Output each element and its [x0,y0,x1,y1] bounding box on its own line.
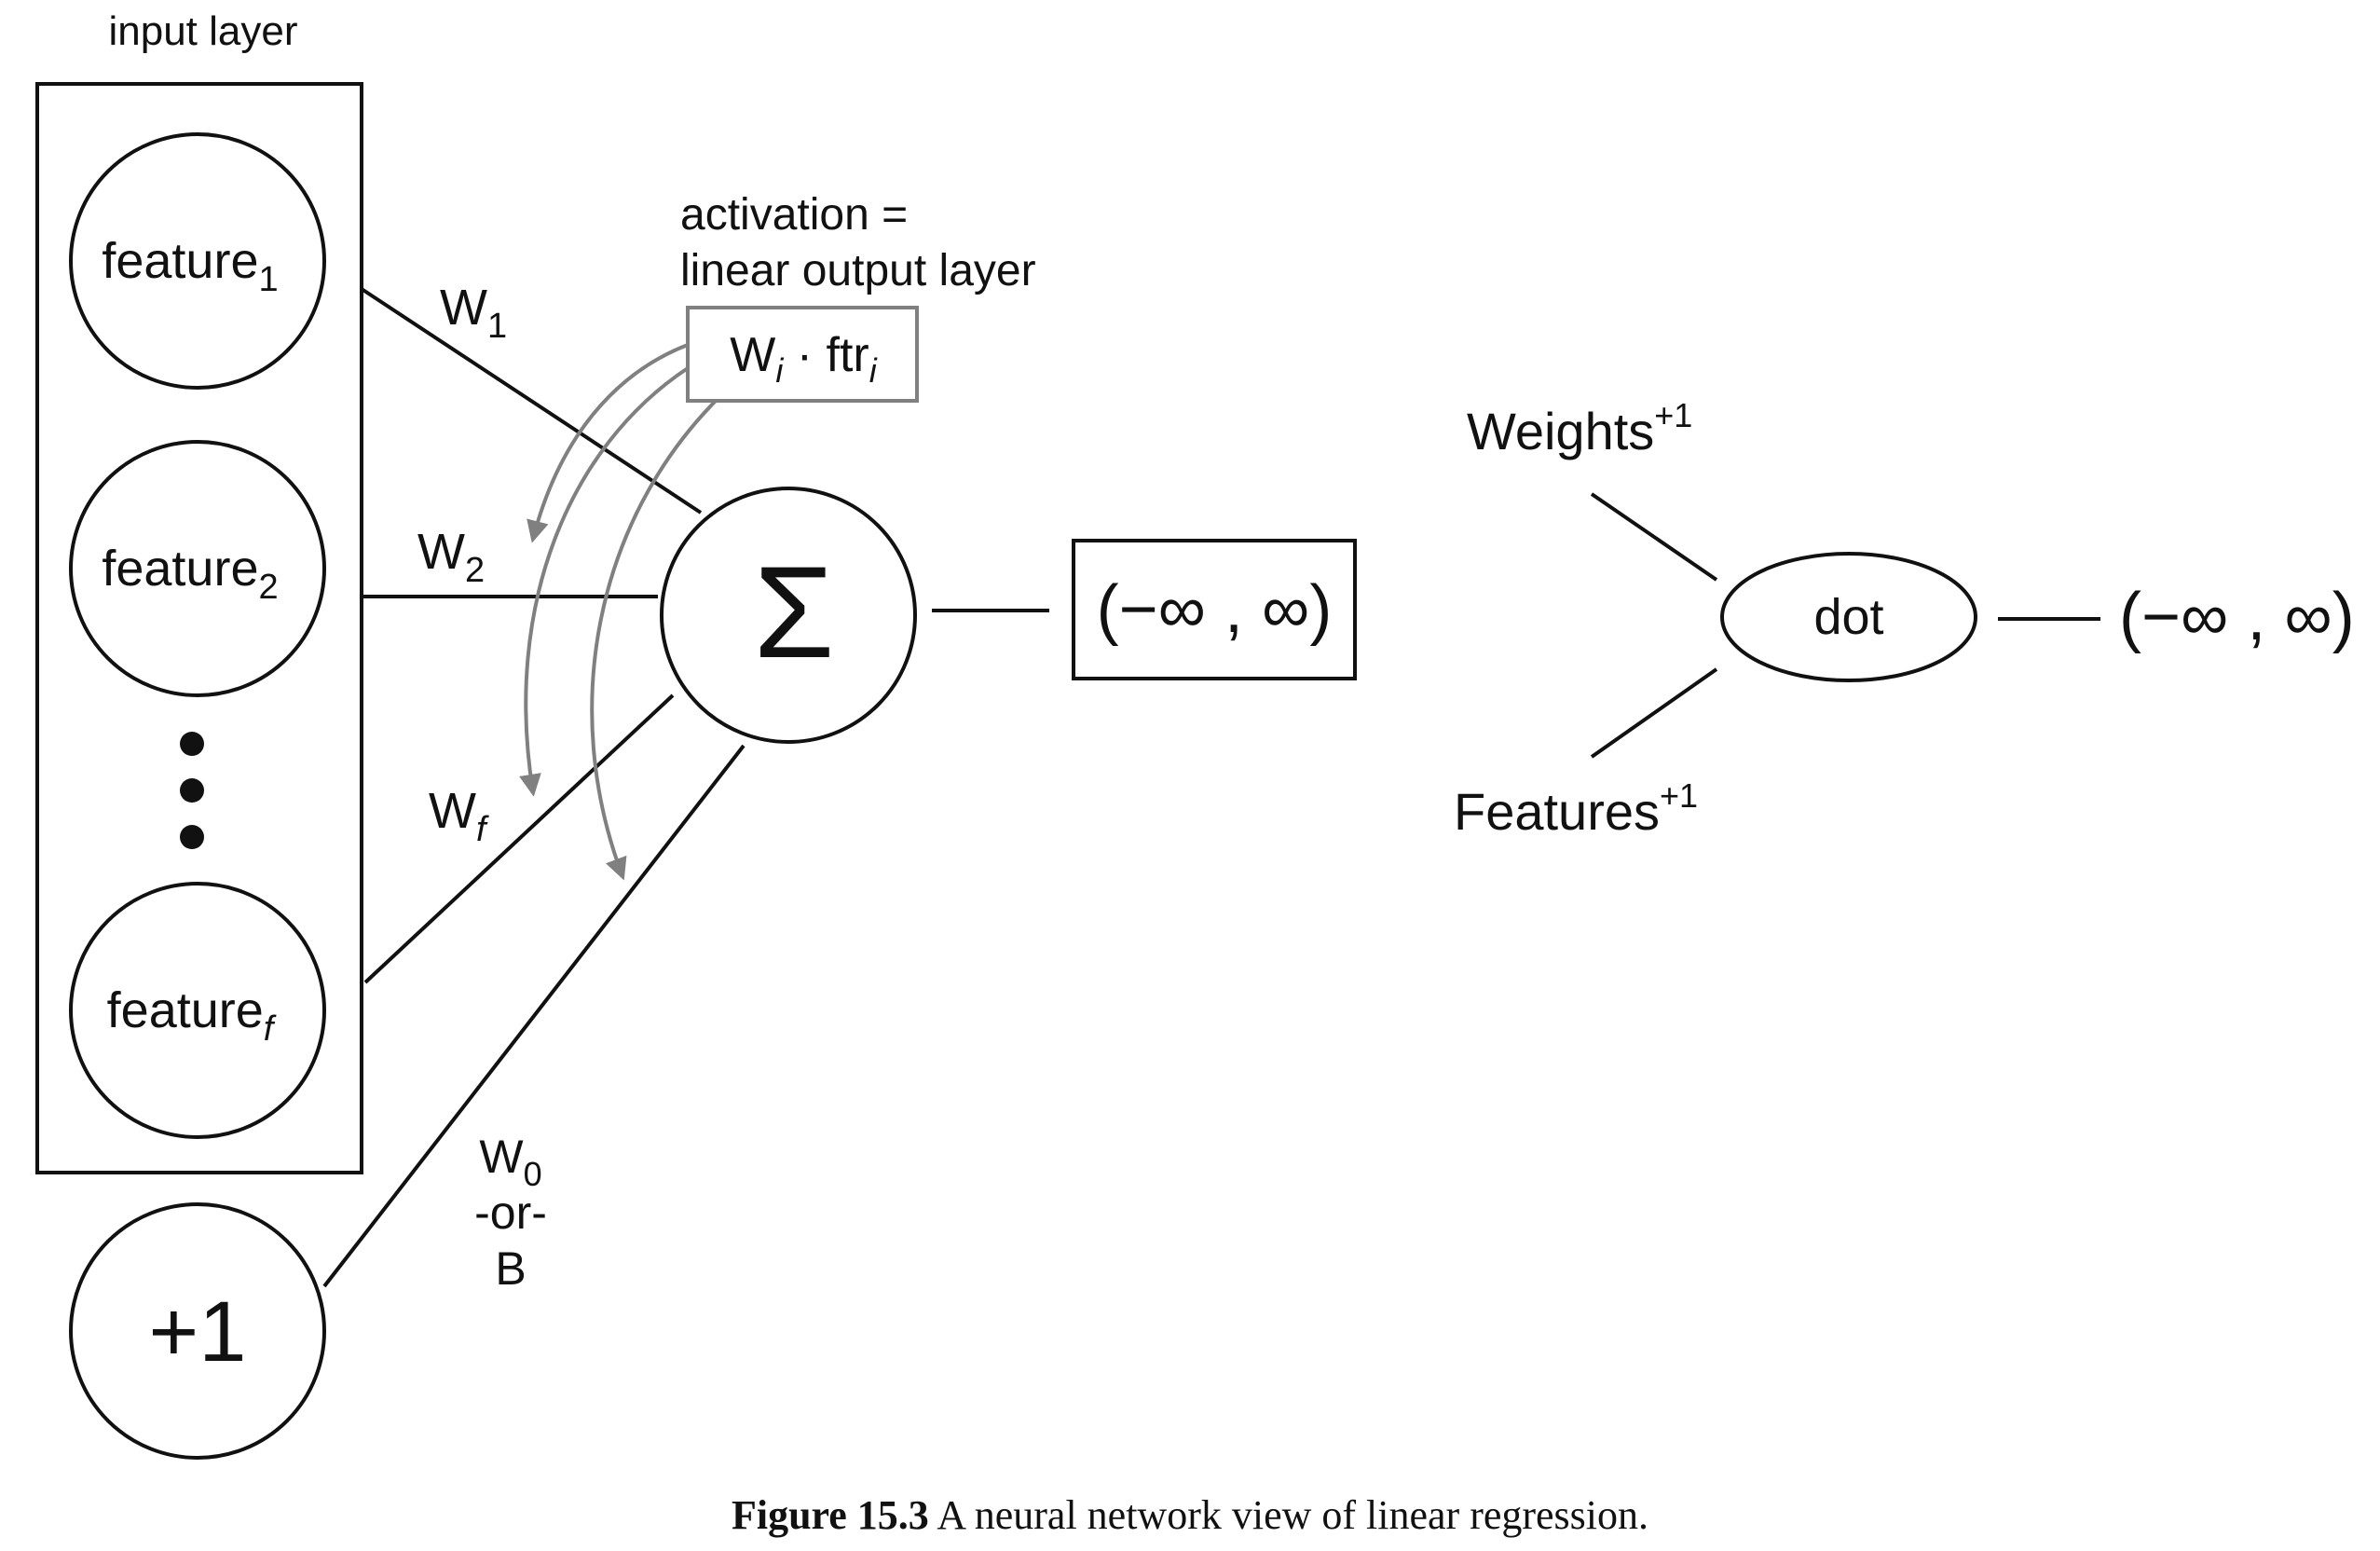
feature-1-node [69,132,326,390]
feature-f-node [69,882,326,1139]
weights-edge [1590,492,1718,582]
output-range-label: (−∞ , ∞) [1097,572,1333,647]
output-range-box [1072,539,1357,680]
weight-w1-label: W1 [440,280,507,346]
input-layer-label: input layer [108,8,297,54]
weight-w0-label: W0 [479,1131,541,1193]
sum-node [660,487,917,744]
features-label: Features+1 [1454,776,1698,841]
activation-arrow-to-wf [519,366,690,797]
sum-symbol: Σ [754,539,835,685]
edge-w0 [322,744,745,1288]
dot-node-label: dot [1813,589,1883,645]
input-layer-box [35,82,363,1174]
bias-node [69,1202,326,1460]
figure-caption-label: Figure 15.3 [731,1492,929,1538]
ellipsis-dot-2 [180,778,204,803]
weights-label: Weights+1 [1467,396,1692,460]
feature-2-label: feature2 [102,541,278,607]
edge-wf [363,693,675,984]
activation-formula: Wi · ftri [730,328,878,390]
edge-w1 [360,287,703,515]
activation-arrow-to-w1 [527,343,689,543]
weight-wf-label: Wf [429,783,489,849]
bias-node-label: +1 [149,1284,247,1379]
figure-caption-text: A neural network view of linear regressi… [928,1492,1649,1538]
weight-or-label: -or- [474,1187,547,1239]
weight-b-label: B [495,1242,526,1295]
activation-arrow-to-w0 [590,399,718,881]
feature-f-label: featuref [107,982,277,1049]
ellipsis-dot-3 [180,825,204,849]
features-edge [1590,667,1718,759]
feature-2-node [69,440,326,697]
activation-label-line1: activation = [680,190,908,240]
ellipsis-dot-1 [180,732,204,756]
weight-w2-label: W2 [417,524,485,590]
activation-label-line2: linear output layer [680,246,1036,295]
dot-node [1720,552,1977,682]
feature-1-label: feature1 [102,233,278,299]
right-output-range-label: (−∞ , ∞) [2119,580,2355,654]
figure-caption: Figure 15.3 A neural network view of lin… [0,1491,2380,1539]
activation-formula-box [686,306,919,403]
